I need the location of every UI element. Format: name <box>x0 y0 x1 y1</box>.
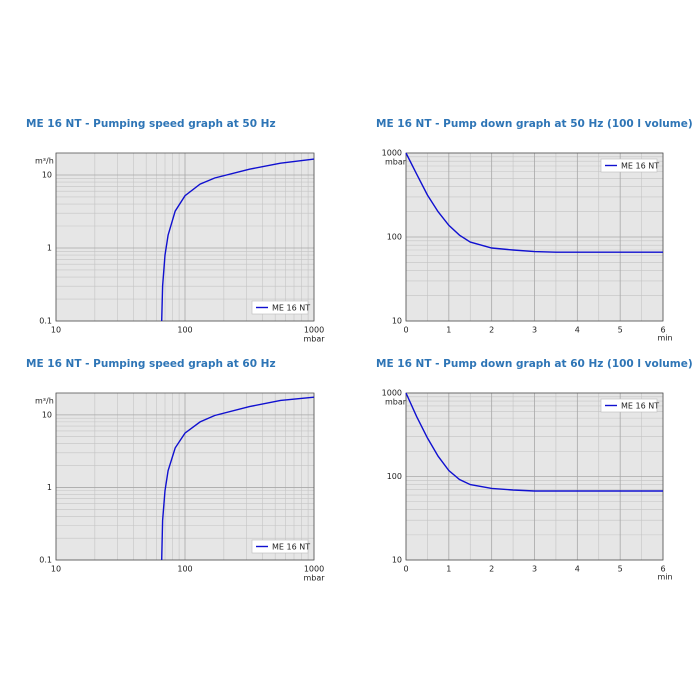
legend: ME 16 NT <box>251 300 310 315</box>
x-tick-label: 0 <box>403 565 408 574</box>
legend-box <box>600 398 658 413</box>
x-tick-label: 3 <box>532 326 537 335</box>
x-tick-label: 1 <box>446 565 451 574</box>
x-tick-label: 6 <box>660 565 665 574</box>
x-tick-label: 100 <box>177 326 192 335</box>
x-tick-label: 100 <box>177 565 192 574</box>
x-tick-label: 2 <box>489 565 494 574</box>
y-tick-label: 10 <box>392 317 402 326</box>
chart-title: ME 16 NT - Pump down graph at 50 Hz (100… <box>376 118 693 130</box>
x-tick-label: 3 <box>532 565 537 574</box>
x-tick-label: 5 <box>618 565 623 574</box>
y-tick-label: 10 <box>42 410 52 419</box>
legend-label: ME 16 NT <box>272 304 310 313</box>
x-tick-label: 1000 <box>304 565 324 574</box>
y-axis-label: m³/h <box>35 157 54 166</box>
x-axis-label: mbar <box>303 574 325 583</box>
x-tick-label: 10 <box>51 565 61 574</box>
chart-title: ME 16 NT - Pumping speed graph at 50 Hz <box>26 118 276 130</box>
x-tick-label: 0 <box>403 326 408 335</box>
y-tick-label: 100 <box>387 472 402 481</box>
x-tick-label: 10 <box>51 326 61 335</box>
y-tick-label: 10 <box>392 556 402 565</box>
x-axis-label: min <box>657 334 672 343</box>
x-tick-label: 1000 <box>304 326 324 335</box>
x-tick-label: 1 <box>446 326 451 335</box>
plot-frame <box>55 152 315 322</box>
x-tick-label: 5 <box>618 326 623 335</box>
x-tick-label: 6 <box>660 326 665 335</box>
series-line <box>405 392 663 492</box>
legend-box <box>251 300 309 315</box>
x-tick-label: 4 <box>575 326 580 335</box>
plot-frame <box>55 392 315 561</box>
y-tick-label: 1000 <box>382 149 402 158</box>
y-tick-label: 1 <box>47 243 52 252</box>
chart-title: ME 16 NT - Pumping speed graph at 60 Hz <box>26 358 276 370</box>
legend: ME 16 NT <box>600 158 659 173</box>
y-axis-label: mbar <box>385 398 407 407</box>
series-line <box>161 396 315 561</box>
legend-label: ME 16 NT <box>272 543 310 552</box>
x-axis-label: mbar <box>303 335 325 344</box>
y-axis-label: mbar <box>385 158 407 167</box>
plot-frame <box>405 392 664 561</box>
legend-label: ME 16 NT <box>621 402 659 411</box>
x-tick-label: 4 <box>575 565 580 574</box>
y-tick-label: 0.1 <box>39 317 52 326</box>
series-line <box>161 158 315 322</box>
legend-label: ME 16 NT <box>621 162 659 171</box>
y-tick-label: 1 <box>47 483 52 492</box>
legend: ME 16 NT <box>251 539 310 554</box>
legend-box <box>251 539 309 554</box>
y-tick-label: 1000 <box>382 389 402 398</box>
y-axis-label: m³/h <box>35 397 54 406</box>
y-tick-label: 100 <box>387 233 402 242</box>
legend: ME 16 NT <box>600 398 659 413</box>
legend-box <box>600 158 658 173</box>
series-line <box>405 152 663 253</box>
y-tick-label: 10 <box>42 170 52 179</box>
y-tick-label: 0.1 <box>39 556 52 565</box>
x-axis-label: min <box>657 573 672 582</box>
x-tick-label: 2 <box>489 326 494 335</box>
plot-frame <box>405 152 664 322</box>
chart-title: ME 16 NT - Pump down graph at 60 Hz (100… <box>376 358 693 370</box>
